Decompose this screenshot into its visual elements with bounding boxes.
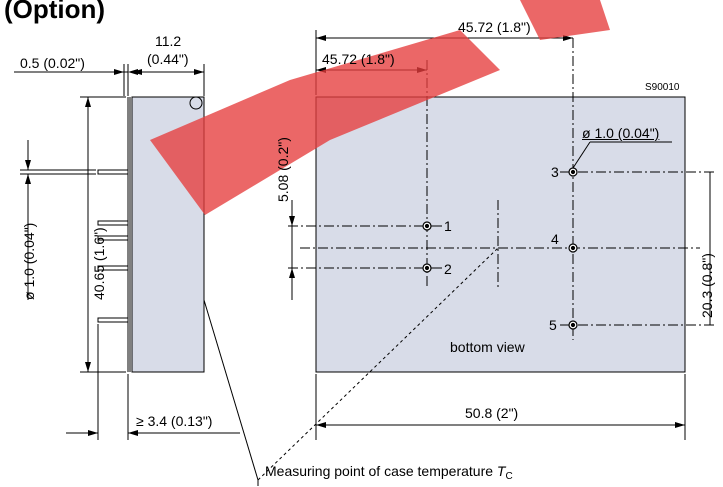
offset-pin1-dim: 45.72 (1.8") [322,51,395,67]
pin-label-4: 4 [551,231,559,247]
side-pins [97,169,129,323]
offset-top-dim: 45.72 (1.8") [458,19,531,35]
mounting-hole-marker [189,96,203,110]
pin-span-dim: 20.3 (0.8") [699,253,715,318]
pin-spacing-dim: 5.08 (0.2") [275,137,291,202]
pin-label-2: 2 [444,261,452,277]
measuring-note: Measuring point of case temperature TC [265,463,513,482]
plate-thickness-dim: 0.5 (0.02") [20,55,85,71]
view-label: bottom view [450,339,525,355]
pin-label-5: 5 [549,317,557,333]
pin-label-3: 3 [551,164,559,180]
pin-length-dim: ≥ 3.4 (0.13") [136,413,213,429]
width-dim: 50.8 (2") [465,405,519,421]
watermark [150,0,610,215]
bottom-pins [422,167,578,330]
pin-diameter-dim: ø 1.0 (0.04") [21,222,37,300]
tc-symbol: T [496,463,506,479]
measuring-note-text: Measuring point of case temperature [265,463,494,479]
depth-inch-dim: (0.44") [147,51,189,67]
depth-value-dim: 11.2 [155,33,182,49]
bottom-pin-diameter-dim: ø 1.0 (0.04") [582,125,660,141]
drawing-id: S90010 [645,82,680,93]
bottom-view-body [315,96,686,373]
height-dim: 40.65 (1.6") [91,227,107,300]
tc-subscript: C [505,471,513,482]
title-fragment: (Option) [4,0,106,24]
pin-label-1: 1 [444,218,452,234]
